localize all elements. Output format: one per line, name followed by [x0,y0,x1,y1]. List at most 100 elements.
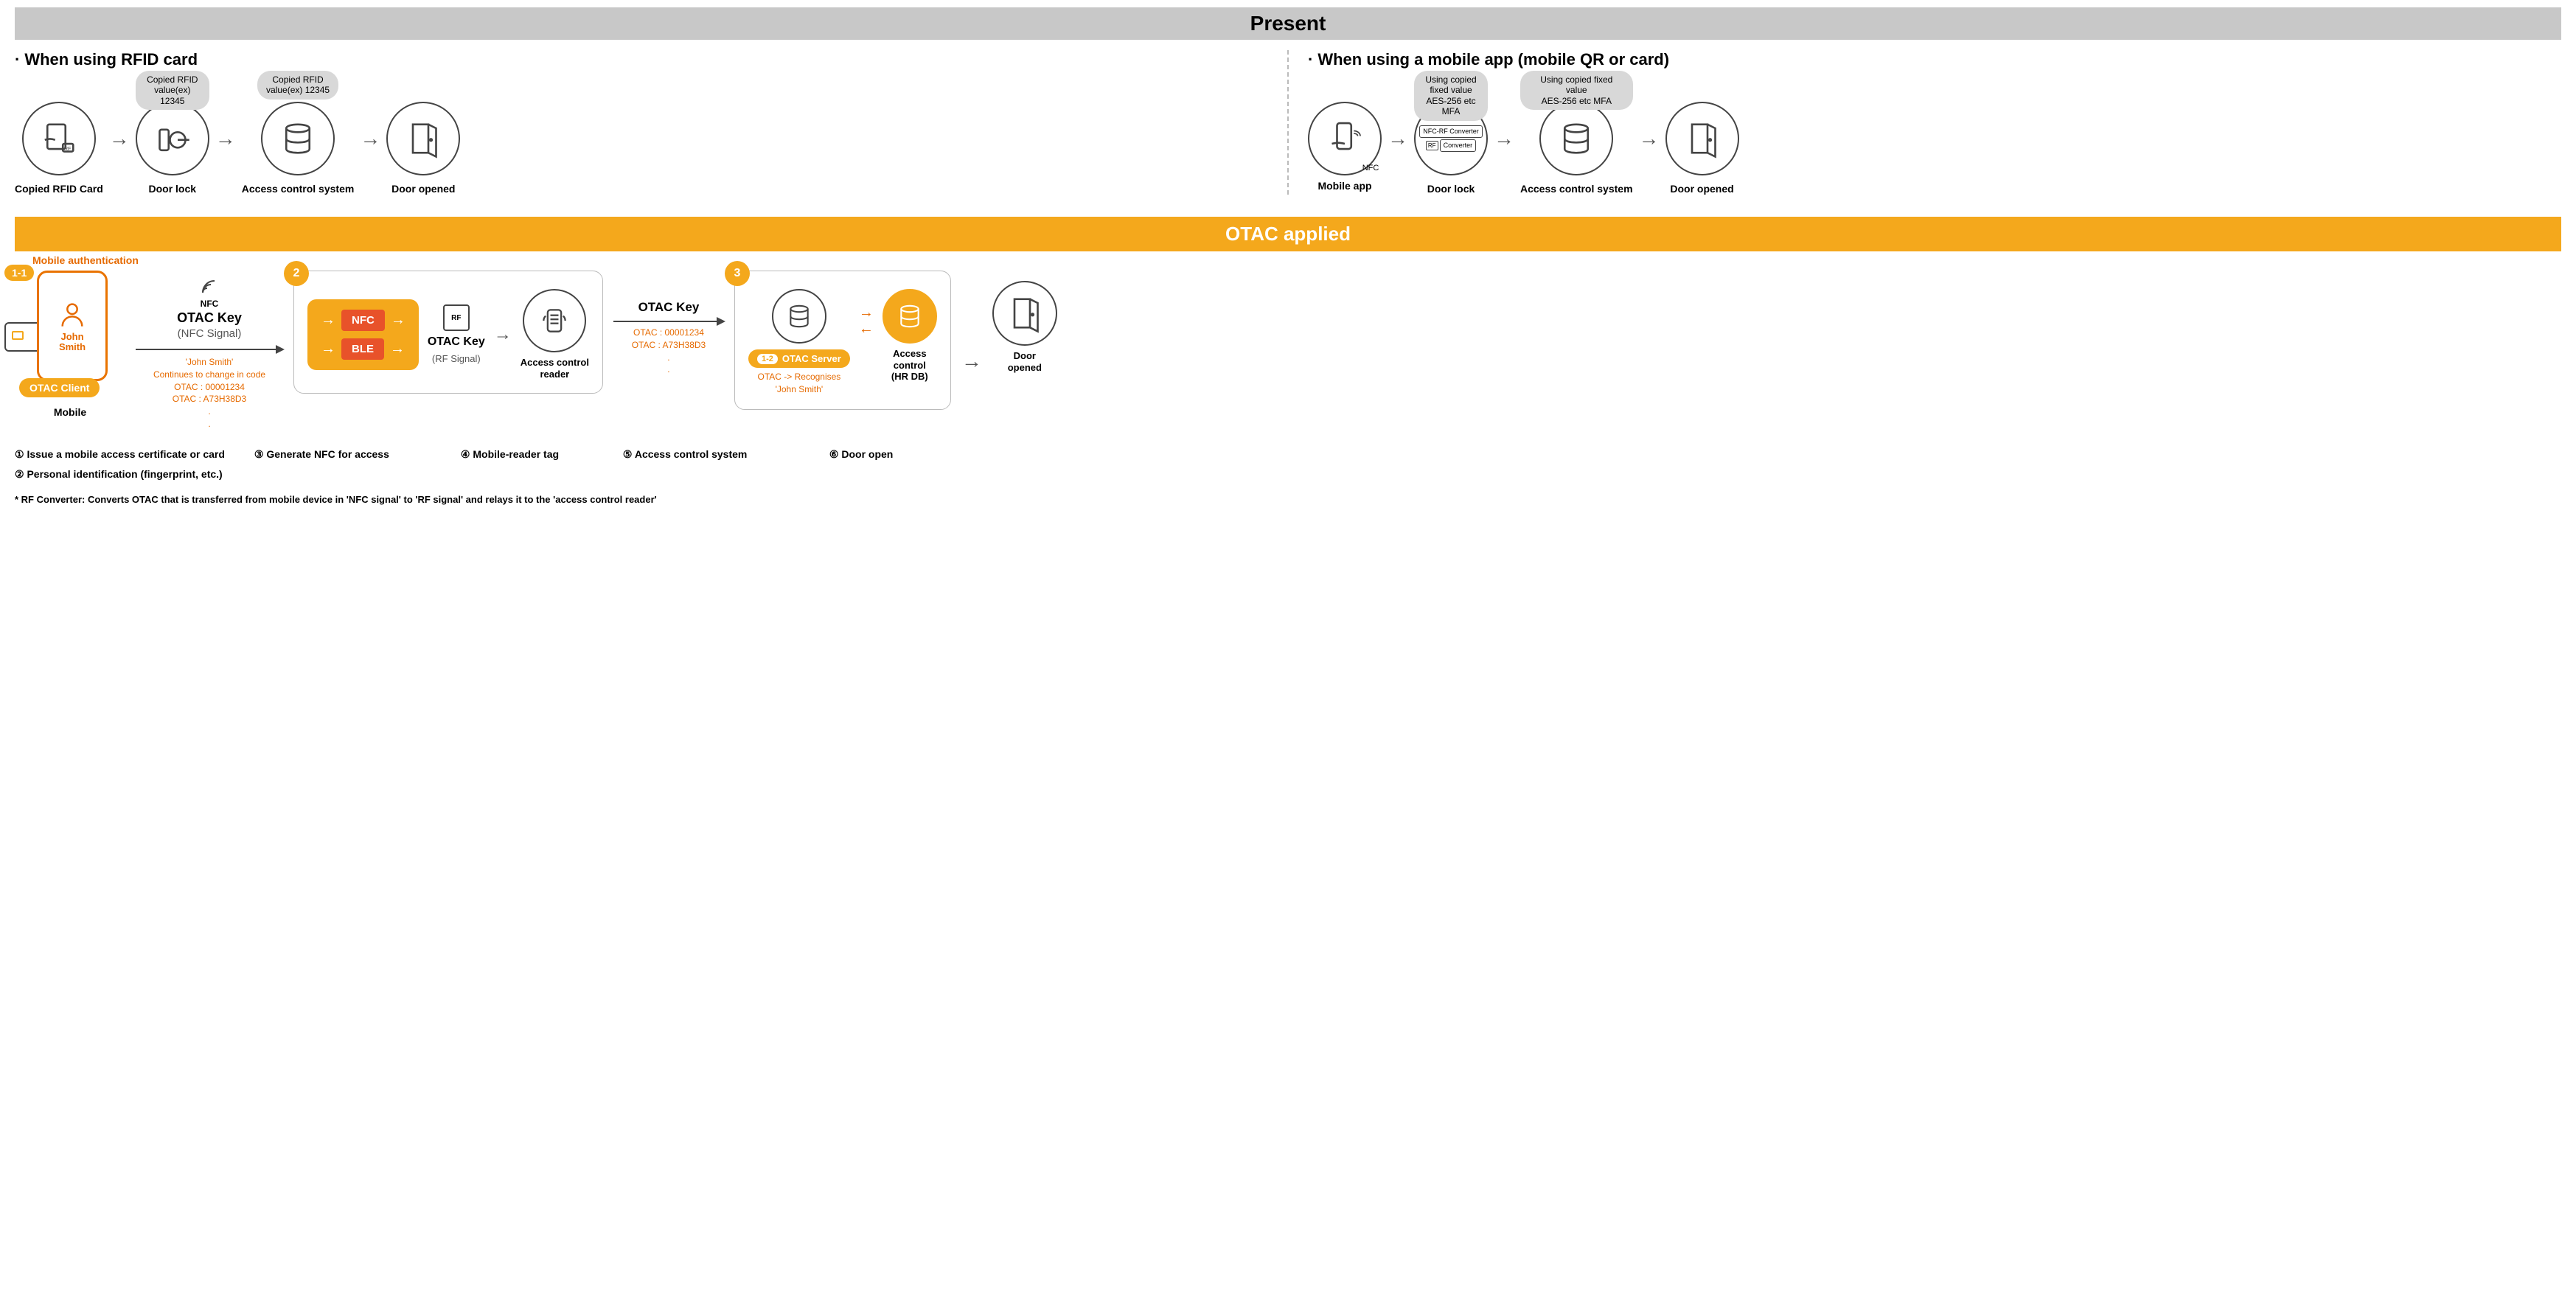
steps-row: ① Issue a mobile access certificate or c… [15,448,2561,481]
steps-col-4: ⑤ Access control system [623,448,800,481]
nfc-row: → NFC → [321,310,405,331]
otac-key-mid: OTAC Key OTAC : 00001234 OTAC : A73H38D3… [613,271,724,376]
step-6: ⑥ Door open [829,448,918,461]
mobile-flow: NFC Mobile app → Using copied fixed valu… [1308,102,2561,195]
step-5: ⑤ Access control system [623,448,800,461]
group-3-badge: 3 [725,261,750,286]
door-label: Door opened [1008,350,1042,373]
door-icon [386,102,460,175]
mobile-lock-label: Door lock [1427,183,1475,195]
nfc-rf-converter-label: NFC-RF Converter [1419,125,1483,138]
nfc-ble-box: → NFC → → BLE → [307,299,419,370]
step-3: ③ Generate NFC for access [254,448,431,461]
mobile-acs-node: Using copied fixed value AES-256 etc MFA… [1520,102,1633,195]
steps-col-5: ⑥ Door open [829,448,918,481]
rfid-acs-node: Copied RFID value(ex) 12345 Access contr… [242,102,355,195]
door-icon [992,281,1057,346]
hr-db-col: Access control (HR DB) [883,289,937,383]
arrow-icon: → [321,312,335,329]
arrow-icon: → [1492,102,1516,175]
arrow-icon: → [321,341,335,358]
arrow-icon: → [391,312,405,329]
rfid-door-label: Door opened [391,183,455,195]
nfc-chip: NFC [341,310,385,331]
present-rfid-col: When using RFID card RF Copied RFID Card… [15,50,1268,195]
reader-col: Access control reader [521,289,589,380]
arrow-icon: → [390,341,405,358]
swap-arrows-icon: →← [859,289,874,336]
nfc-waves-icon [200,278,219,297]
arrow-line [613,321,724,322]
rfid-pill-2: Copied RFID value(ex) 12345 [257,71,338,100]
rf-key-col: RF OTAC Key (RF Signal) [428,304,485,364]
arrow-icon: → [1637,102,1661,175]
rfid-flow: RF Copied RFID Card → Copied RFID value(… [15,102,1268,195]
rf-square: RF [443,304,470,331]
badge-1-2: 1-2 [757,354,778,364]
mobile-label: Mobile [15,406,125,418]
arrow-icon: → [494,324,512,345]
steps-col-1: ① Issue a mobile access certificate or c… [15,448,225,481]
hr-db-label: Access control (HR DB) [891,348,928,383]
mobile-lock-node: Using copied fixed value AES-256 etc MFA… [1414,102,1488,195]
door-lock-icon [136,102,209,175]
rfid-lock-label: Door lock [148,183,196,195]
rfid-lock-node: Copied RFID value(ex) 12345 Door lock [136,102,209,195]
footnote: * RF Converter: Converts OTAC that is tr… [15,494,2561,505]
otac-header: OTAC applied [15,217,2561,251]
user-icon [58,299,87,329]
badge-1-1: 1-1 [4,265,34,281]
converter-label: Converter [1440,139,1477,152]
present-divider [1287,50,1289,195]
long-arrow [136,349,283,350]
orange-codes-2: OTAC : 00001234 OTAC : A73H38D3 . . [632,327,706,376]
mobile-stack: Mobile authentication 1-1 John Smith OTA… [15,271,125,418]
orange-codes-1: 'John Smith' Continues to change in code… [153,356,265,431]
otac-key-2-title: OTAC Key [428,335,485,349]
door-icon [1665,102,1739,175]
reader-icon [523,289,586,352]
otac-db-icon [772,289,826,344]
arrow-icon: → [961,327,982,373]
step-4: ④ Mobile-reader tag [461,448,593,461]
database-icon [261,102,335,175]
arrow-icon: → [1386,102,1410,175]
otac-client-pill: OTAC Client [19,378,100,397]
mobile-app-node: NFC Mobile app [1308,102,1382,192]
recognises-text: OTAC -> Recognises 'John Smith' [757,371,840,396]
mobile-app-label: Mobile app [1317,180,1371,192]
present-header: Present [15,7,2561,40]
rfid-card-icon: RF [22,102,96,175]
otac-server-pill: 1-2 OTAC Server [748,349,850,368]
rfid-pill-1: Copied RFID value(ex) 12345 [136,71,209,110]
hr-db-icon [883,289,937,344]
present-mobile-col: When using a mobile app (mobile QR or ca… [1308,50,2561,195]
database-icon [1539,102,1613,175]
mobile-door-node: Door opened [1665,102,1739,195]
mobile-pill-2: Using copied fixed value AES-256 etc MFA [1520,71,1633,110]
user-name: John Smith [59,332,86,353]
arrow-icon: → [108,102,131,175]
door-final: Door opened [992,271,1057,373]
mobile-door-label: Door opened [1670,183,1733,195]
otac-key-2-sub: (RF Signal) [432,353,481,364]
phone-frame: John Smith [37,271,108,381]
mobile-auth-label: Mobile authentication [32,254,139,266]
reader-label: Access control reader [521,357,589,380]
step-2: ② Personal identification (fingerprint, … [15,468,225,481]
group-2: 2 → NFC → → BLE → RF OTAC Key (RF Signal… [293,271,603,394]
otac-key-1-title: OTAC Key [177,310,242,326]
mobile-title: When using a mobile app (mobile QR or ca… [1308,50,2561,69]
arrow-icon: → [358,102,382,175]
rfid-card-node: RF Copied RFID Card [15,102,103,195]
nfc-text: NFC [201,299,219,309]
steps-col-3: ④ Mobile-reader tag [461,448,593,481]
step-1: ① Issue a mobile access certificate or c… [15,448,225,461]
present-row: When using RFID card RF Copied RFID Card… [15,50,2561,195]
arrow-icon: → [214,102,237,175]
svg-text:RF: RF [64,147,71,152]
nfc-key-column: NFC OTAC Key (NFC Signal) 'John Smith' C… [136,271,283,431]
group-3: 3 1-2 OTAC Server OTAC -> Recognises 'Jo… [734,271,951,410]
rf-label: RF [1426,141,1438,150]
mobile-pill-1: Using copied fixed value AES-256 etc MFA [1414,71,1488,121]
